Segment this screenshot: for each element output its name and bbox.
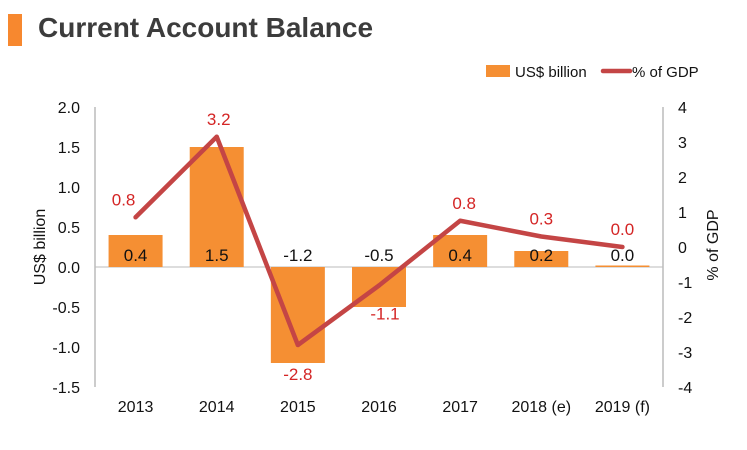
y-left-tick-label: 2.0 <box>58 100 80 117</box>
bar-value-label: -1.2 <box>283 246 312 265</box>
bar-us-billion <box>514 251 569 267</box>
y-right-tick-label: 1 <box>678 205 687 222</box>
y-left-tick-label: -1.0 <box>52 340 80 357</box>
line-point-pct-gdp <box>458 218 463 223</box>
x-tick-label: 2014 <box>199 399 235 416</box>
y-right-tick-label: -3 <box>678 345 692 362</box>
legend-label-pct-gdp: % of GDP <box>632 64 699 81</box>
pct-value-label: 0.3 <box>529 210 553 229</box>
y-right-tick-label: 2 <box>678 170 687 187</box>
title-accent-bar <box>8 14 22 46</box>
y-right-tick-label: 4 <box>678 100 687 117</box>
line-point-pct-gdp <box>539 234 544 239</box>
y-right-tick-label: 0 <box>678 240 687 257</box>
pct-value-label: 0.8 <box>112 190 136 209</box>
y-left-tick-label: 1.0 <box>58 180 80 197</box>
y-left-tick-label: 0.5 <box>58 220 80 237</box>
legend-swatch-us-billion <box>486 65 510 77</box>
bar-value-label: 0.4 <box>124 246 148 265</box>
y-left-tick-label: -0.5 <box>52 300 80 317</box>
bar-value-label: 0.4 <box>448 246 472 265</box>
line-point-pct-gdp <box>295 343 300 347</box>
y-right-tick-label: -1 <box>678 275 692 292</box>
bar-us-billion <box>108 235 163 267</box>
y-right-tick-label: -4 <box>678 380 692 397</box>
y-right-axis-title: % of GDP <box>705 209 722 280</box>
x-tick-label: 2015 <box>280 399 316 416</box>
y-right-tick-label: -2 <box>678 310 692 327</box>
line-point-pct-gdp <box>620 245 625 249</box>
legend-label-us-billion: US$ billion <box>515 64 587 81</box>
pct-value-label: -2.8 <box>283 365 312 384</box>
pct-value-label: 3.2 <box>207 110 231 129</box>
line-point-pct-gdp <box>377 283 381 288</box>
bar-us-billion <box>189 147 244 267</box>
x-tick-label: 2018 (e) <box>511 399 571 416</box>
pct-value-label: 0.0 <box>611 220 635 239</box>
bar-value-label: 1.5 <box>205 246 229 265</box>
pct-value-label: -1.1 <box>370 305 399 324</box>
bar-value-label: 0.2 <box>529 246 553 265</box>
pct-value-label: 0.8 <box>452 194 476 213</box>
x-tick-label: 2016 <box>361 399 397 416</box>
bar-value-label: 0.0 <box>611 246 635 265</box>
x-tick-label: 2019 (f) <box>595 399 650 416</box>
bar-value-label: -0.5 <box>364 246 393 265</box>
y-left-tick-label: -1.5 <box>52 380 80 397</box>
chart-title: Current Account Balance <box>38 12 374 43</box>
line-point-pct-gdp <box>214 134 219 139</box>
y-right-tick-label: 3 <box>678 135 687 152</box>
bar-us-billion <box>433 235 488 267</box>
y-left-tick-label: 1.5 <box>58 140 80 157</box>
y-left-axis-title: US$ billion <box>32 209 49 285</box>
x-tick-label: 2013 <box>118 399 154 416</box>
bar-us-billion <box>595 265 650 267</box>
x-tick-label: 2017 <box>442 399 478 416</box>
line-point-pct-gdp <box>133 215 138 220</box>
bar-us-billion <box>270 267 325 363</box>
y-left-tick-label: 0.0 <box>58 260 80 277</box>
